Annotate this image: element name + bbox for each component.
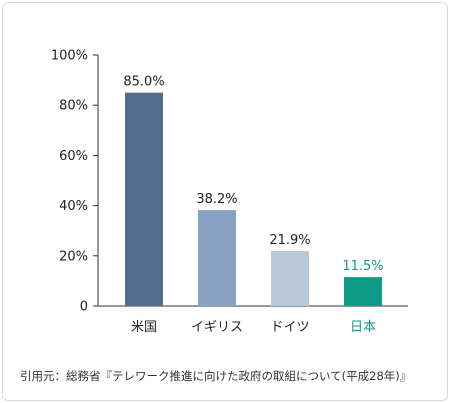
data-label: 85.0% [123, 75, 164, 90]
y-tick-label: 60% [59, 149, 88, 164]
data-label: 21.9% [269, 233, 310, 248]
category-label: イギリス [191, 320, 243, 335]
bar [271, 251, 309, 306]
y-tick-label: 100% [51, 49, 88, 64]
category-label: 日本 [350, 320, 376, 335]
y-tick-label: 20% [59, 249, 88, 264]
bar [125, 92, 163, 307]
data-label: 38.2% [196, 192, 237, 207]
y-tick-label: 0 [80, 300, 88, 315]
category-label: 米国 [131, 320, 157, 335]
data-label: 11.5% [342, 259, 383, 274]
bar [198, 210, 236, 306]
category-label: ドイツ [270, 320, 309, 335]
category-labels: 米国 イギリス ドイツ 日本 [131, 320, 376, 335]
y-tick-label: 80% [59, 99, 88, 114]
source-note: 引用元：総務省『テレワーク推進に向けた政府の取組について(平成28年)』 [20, 369, 412, 383]
data-labels: 85.0% 38.2% 21.9% 11.5% [123, 75, 383, 274]
bar [344, 277, 382, 306]
y-tick-label: 40% [59, 199, 88, 214]
bars [125, 92, 382, 307]
